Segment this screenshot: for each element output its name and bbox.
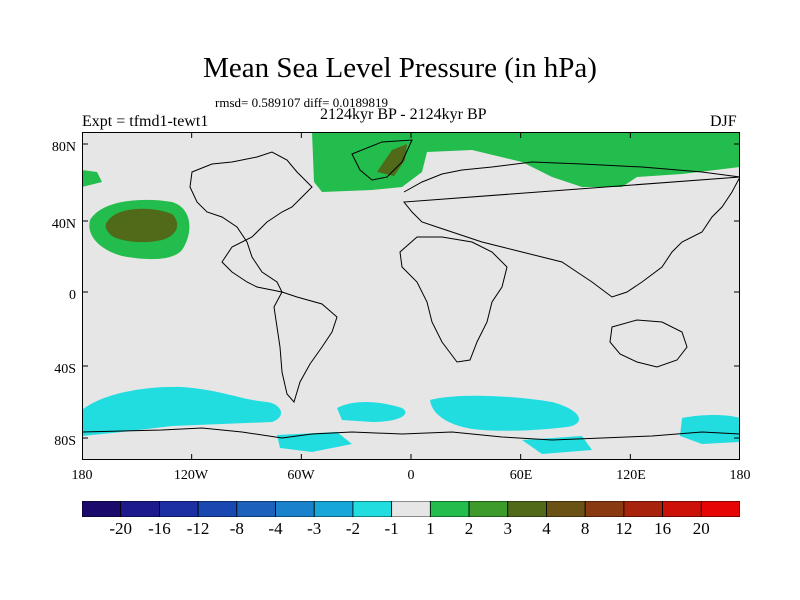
- north-pacific-core: [105, 208, 178, 243]
- greenland-core: [377, 144, 407, 176]
- colorbar: [82, 501, 740, 517]
- colorbar-label: 8: [580, 519, 590, 538]
- south-america-coast: [273, 291, 338, 404]
- colorbar-label: -4: [268, 519, 283, 538]
- southern-ocean-indian: [430, 395, 579, 431]
- north-atlantic-anomaly: [312, 132, 740, 192]
- lat-label: 40N: [51, 217, 76, 232]
- period-label: 2124kyr BP - 2124kyr BP: [320, 106, 487, 123]
- southern-ocean-pacific: [82, 386, 282, 436]
- lat-label: 80S: [54, 434, 76, 449]
- colorbar-swatch: [429, 501, 470, 517]
- rmsd-diff-stats: rmsd= 0.589107 diff= 0.0189819: [215, 95, 388, 110]
- colorbar-label: -1: [384, 519, 399, 538]
- colorbar-label: 12: [615, 519, 633, 538]
- colorbar-swatch: [391, 501, 431, 517]
- colorbar-label: -12: [186, 519, 210, 538]
- colorbar-swatch: [700, 501, 740, 517]
- colorbar-swatch: [275, 501, 315, 517]
- north-america-coast: [189, 151, 313, 293]
- colorbar-label: 2: [464, 519, 474, 538]
- season-label: DJF: [710, 113, 737, 130]
- southern-ocean-atlantic: [337, 402, 406, 422]
- colorbar-swatch: [584, 501, 625, 517]
- positive-anomaly-regions: [82, 132, 740, 260]
- colorbar-label: -20: [109, 519, 133, 538]
- colorbar-label: 20: [692, 519, 710, 538]
- antarctic-coast-east: [522, 436, 592, 454]
- colorbar-swatch: [313, 501, 354, 517]
- australia-coast: [609, 319, 688, 368]
- colorbar-swatch: [662, 501, 702, 517]
- lon-label: 180: [71, 468, 93, 483]
- colorbar-label: -8: [229, 519, 244, 538]
- lat-label: 40S: [54, 362, 76, 377]
- colorbar-swatch: [236, 501, 276, 517]
- eurasia-coast: [403, 161, 740, 298]
- lon-label: 120E: [616, 468, 646, 483]
- negative-anomaly-regions: [82, 386, 740, 454]
- lon-label: 60E: [509, 468, 533, 483]
- colorbar-swatch: [623, 501, 663, 517]
- colorbar-swatch: [507, 501, 547, 517]
- axis-ticks: [82, 132, 740, 460]
- colorbar-label: 3: [503, 519, 513, 538]
- map-plot: [82, 132, 740, 460]
- colorbar-swatch: [468, 501, 509, 517]
- colorbar-label: 1: [426, 519, 435, 538]
- colorbar-swatch: [546, 501, 586, 517]
- antarctica-coast: [82, 427, 740, 441]
- lon-label: 60W: [287, 468, 315, 483]
- colorbar-swatch: [352, 501, 393, 517]
- chart-title: Mean Sea Level Pressure (in hPa): [203, 52, 597, 84]
- coastlines: [82, 139, 740, 441]
- colorbar-label: 16: [654, 519, 672, 538]
- africa-coast: [399, 236, 508, 363]
- lat-label: 80N: [51, 140, 76, 155]
- colorbar-swatch: [197, 501, 238, 517]
- lon-label: 180: [729, 468, 751, 483]
- colorbar-label: -16: [148, 519, 171, 538]
- lon-label: 0: [407, 468, 415, 483]
- experiment-label: Expt = tfmd1-tewt1: [82, 113, 209, 130]
- antarctic-coast-west: [277, 432, 352, 452]
- colorbar-label: 4: [542, 519, 551, 538]
- greenland-coast: [351, 139, 413, 181]
- colorbar-swatch: [120, 501, 160, 517]
- southern-ocean-east: [680, 415, 740, 444]
- lat-label: 0: [69, 288, 76, 303]
- arctic-anomaly-west: [82, 170, 102, 187]
- lon-label: 120W: [173, 468, 209, 483]
- colorbar-swatch: [82, 501, 122, 517]
- colorbar-label: -3: [307, 519, 322, 538]
- colorbar-label: -2: [345, 519, 361, 538]
- colorbar-swatch: [159, 501, 199, 517]
